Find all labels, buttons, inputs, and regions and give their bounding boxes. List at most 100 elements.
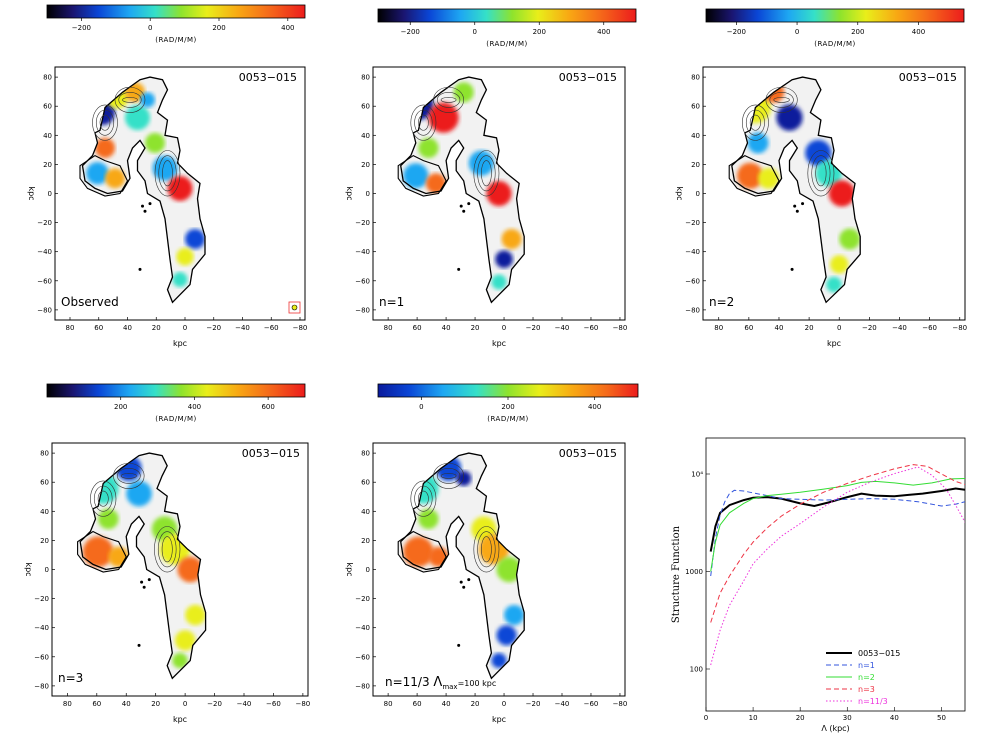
y-tick-label: 40 bbox=[40, 508, 49, 516]
y-tick-label: −60 bbox=[355, 653, 370, 661]
rm-region bbox=[826, 276, 842, 293]
x-tick-label: −40 bbox=[235, 324, 250, 332]
rm-region bbox=[167, 175, 193, 201]
rm-region bbox=[98, 508, 119, 530]
rm-region bbox=[737, 162, 764, 189]
intensity-contour bbox=[477, 155, 496, 192]
x-tick-label: 0 bbox=[183, 700, 187, 708]
y-tick-label: 60 bbox=[361, 103, 370, 111]
x-tick-label: 20 bbox=[471, 700, 480, 708]
intensity-contour bbox=[414, 485, 433, 512]
y-tick-label: 80 bbox=[40, 450, 49, 458]
x-tick-label: 20 bbox=[805, 324, 814, 332]
intensity-contour bbox=[97, 490, 109, 507]
y-tick-label: −60 bbox=[37, 277, 52, 285]
y-tick-label: 80 bbox=[43, 74, 52, 82]
x-axis-label: kpc bbox=[173, 339, 187, 348]
x-tick-label: 20 bbox=[471, 324, 480, 332]
galaxy-outline-lobe bbox=[77, 530, 127, 573]
colorbar-unit-label: (RAD/M/M) bbox=[487, 415, 529, 423]
y-tick-label: 0 bbox=[366, 566, 370, 574]
y-tick-label: 0 bbox=[45, 566, 49, 574]
rm-region bbox=[491, 653, 507, 669]
point-source bbox=[793, 204, 797, 208]
colorbar-tick-label: 200 bbox=[851, 28, 864, 36]
x-tick-label: 40 bbox=[122, 700, 131, 708]
rm-region bbox=[140, 92, 155, 108]
intensity-contour bbox=[120, 473, 137, 479]
colorbar-observed bbox=[46, 4, 306, 19]
x-tick-label: 60 bbox=[744, 324, 753, 332]
rm-region bbox=[177, 556, 204, 583]
rm-region bbox=[776, 104, 803, 131]
intensity-contour bbox=[481, 536, 492, 563]
colorbar-unit-label: (RAD/M/M) bbox=[486, 40, 528, 48]
sf-series-4 bbox=[710, 466, 965, 666]
galaxy-outline-lobe bbox=[79, 154, 129, 197]
x-tick-label: −60 bbox=[266, 700, 281, 708]
sf-x-tick-label: 30 bbox=[843, 714, 852, 722]
colorbar-unit-label: (RAD/M/M) bbox=[155, 36, 197, 44]
rm-region bbox=[174, 630, 196, 651]
galaxy-outline bbox=[400, 76, 525, 304]
sf-series-group bbox=[709, 464, 965, 666]
panel-label: n=2 bbox=[709, 295, 734, 309]
intensity-contour bbox=[162, 160, 173, 187]
intensity-contour bbox=[99, 114, 111, 131]
intensity-contour bbox=[158, 155, 177, 192]
colorbar-tick-label: 200 bbox=[501, 403, 514, 411]
y-tick-label: 0 bbox=[48, 190, 52, 198]
intensity-contour bbox=[815, 160, 827, 187]
colorbar-unit-label: (RAD/M/M) bbox=[814, 40, 856, 48]
y-tick-label: 60 bbox=[40, 479, 49, 487]
point-source bbox=[801, 202, 805, 206]
sf-series-3 bbox=[710, 464, 965, 623]
galaxy-outline bbox=[400, 452, 525, 680]
colorbar-tick-label: 0 bbox=[795, 28, 799, 36]
rm-region bbox=[486, 180, 512, 207]
intensity-contour bbox=[481, 160, 492, 187]
y-tick-label: −20 bbox=[34, 595, 49, 603]
rm-region bbox=[805, 139, 832, 167]
x-axis-label: kpc bbox=[827, 339, 841, 348]
legend-label: n=2 bbox=[858, 673, 875, 682]
sf-series-1 bbox=[710, 489, 965, 577]
rm-region bbox=[125, 105, 150, 131]
point-source bbox=[137, 643, 141, 647]
x-tick-label: 60 bbox=[94, 324, 103, 332]
y-tick-label: 60 bbox=[691, 103, 700, 111]
legend-label: 0053−015 bbox=[858, 649, 900, 658]
panel-label: n=1 bbox=[379, 295, 404, 309]
sf-x-axis-label: Λ (kpc) bbox=[821, 724, 849, 733]
x-tick-label: 80 bbox=[384, 700, 393, 708]
rm-region bbox=[495, 250, 513, 269]
point-source bbox=[462, 209, 466, 213]
y-tick-label: 40 bbox=[691, 132, 700, 140]
sf-series-0 bbox=[709, 487, 965, 552]
x-tick-label: −60 bbox=[584, 700, 599, 708]
point-source bbox=[790, 267, 794, 271]
y-tick-label: 80 bbox=[361, 74, 370, 82]
x-tick-label: 0 bbox=[502, 324, 506, 332]
point-source bbox=[148, 202, 152, 206]
intensity-contour bbox=[116, 468, 141, 484]
x-tick-label: −80 bbox=[295, 700, 310, 708]
rm-region bbox=[126, 480, 152, 507]
rm-region bbox=[86, 162, 109, 185]
colorbar-tick-label: 400 bbox=[912, 28, 925, 36]
rm-region bbox=[747, 132, 769, 154]
y-tick-label: −20 bbox=[37, 219, 52, 227]
intensity-contour bbox=[742, 104, 769, 141]
panel-label: n=3 bbox=[58, 671, 83, 685]
panel-label: Observed bbox=[61, 295, 119, 309]
x-tick-label: −20 bbox=[526, 324, 541, 332]
rm-region bbox=[152, 155, 178, 181]
colorbar-tick-label: 400 bbox=[188, 403, 201, 411]
x-tick-label: 20 bbox=[152, 324, 161, 332]
rm-panel-n2: −200 0 200 400(RAD/M/M)808060604040202000−2… bbox=[675, 8, 967, 348]
intensity-contour bbox=[93, 485, 113, 512]
intensity-contour bbox=[745, 109, 765, 136]
colorbar-tick-label: −200 bbox=[72, 24, 91, 32]
y-tick-label: −80 bbox=[685, 306, 700, 314]
